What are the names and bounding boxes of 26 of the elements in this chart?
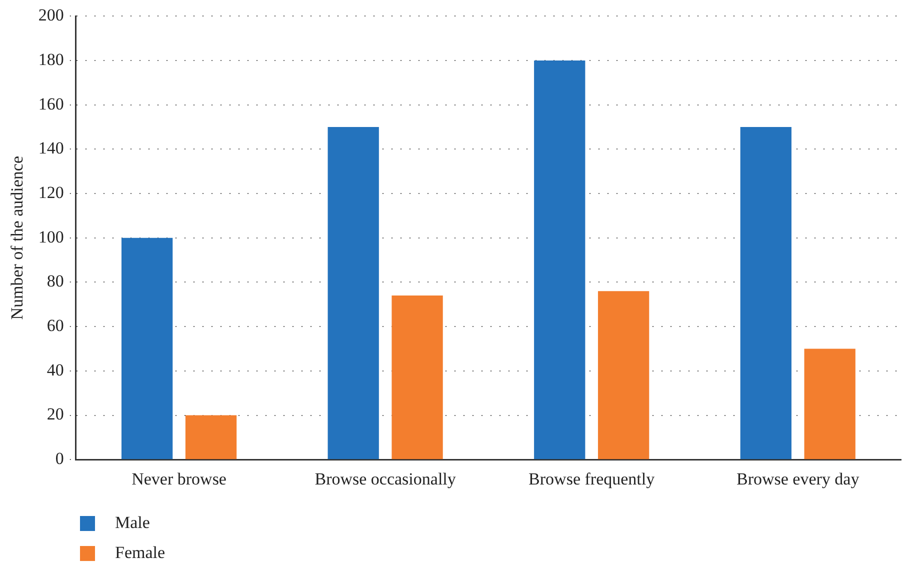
bar [598, 291, 650, 460]
y-tick-label: 60 [46, 316, 64, 336]
y-tick-label: 120 [38, 183, 64, 202]
x-tick-label: Never browse [132, 469, 226, 488]
y-tick-label: 80 [46, 272, 64, 291]
y-tick-label: 180 [38, 50, 64, 70]
x-tick-label: Browse frequently [528, 469, 656, 488]
bar [392, 296, 443, 460]
x-tick-label: Browse occasionally [314, 469, 456, 488]
legend-label: Female [115, 543, 166, 562]
bar [534, 60, 586, 460]
y-tick-label: 140 [38, 138, 64, 158]
y-tick-label: 200 [38, 6, 64, 25]
y-tick-label: 160 [38, 94, 64, 114]
y-tick-label: 40 [46, 360, 64, 380]
bar [185, 415, 237, 460]
bar [121, 238, 173, 460]
y-tick-label: 20 [46, 404, 64, 424]
y-tick-label: 100 [38, 227, 64, 246]
y-axis-title: Number of the audience [8, 156, 27, 320]
x-tick-label: Browse every day [736, 469, 860, 488]
y-tick-label: 0 [55, 449, 64, 468]
legend-label: Male [115, 513, 150, 533]
bar [328, 127, 379, 460]
bar [804, 348, 856, 460]
bar [740, 127, 792, 460]
